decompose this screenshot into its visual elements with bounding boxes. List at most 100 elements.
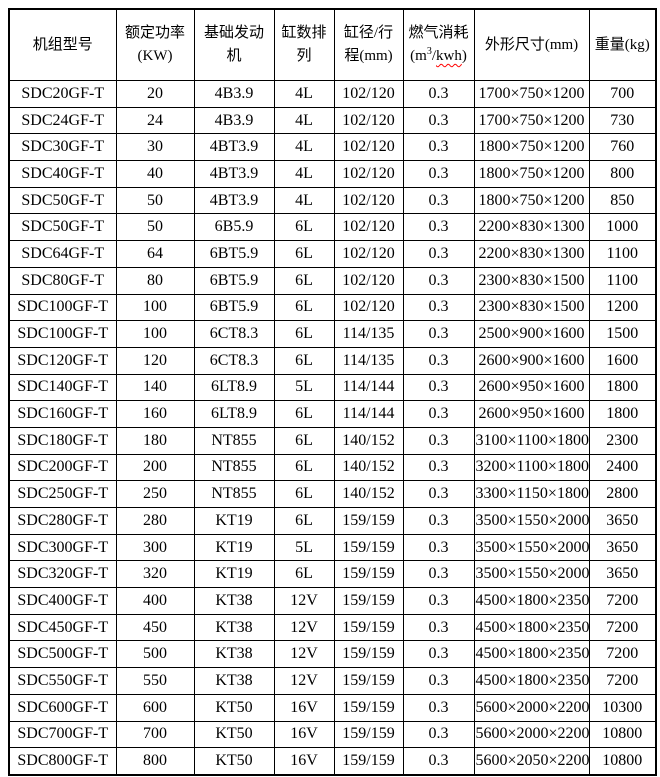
table-cell: 3500×1550×2000 xyxy=(473,507,590,535)
table-cell: 159/159 xyxy=(333,507,404,535)
table-cell: 7200 xyxy=(588,667,657,695)
table-cell: 550 xyxy=(115,667,195,695)
unit-kwh-misspelled: kwh xyxy=(436,48,462,64)
table-cell: 1000 xyxy=(588,213,657,242)
table-cell: 6L xyxy=(273,213,335,242)
header-line: 机组型号 xyxy=(32,36,93,53)
table-body: SDC20GF-T 20 4B3.9 4L 102/120 0.3 1700×750×120… xyxy=(8,80,657,776)
table-cell: 180 xyxy=(115,426,195,455)
col-header-base-engine: 基础发动 机 xyxy=(193,8,275,81)
table-cell: 0.3 xyxy=(402,186,475,215)
header-line: 列 xyxy=(296,48,312,64)
table-cell: 0.3 xyxy=(402,640,475,669)
table-cell: 114/135 xyxy=(333,320,404,348)
table-cell: 20 xyxy=(115,80,195,108)
table-cell: 159/159 xyxy=(333,747,404,776)
table-cell: 0.3 xyxy=(402,293,475,322)
table-cell: 6B5.9 xyxy=(193,213,275,242)
header-line-unit: (m3/kwh) xyxy=(405,45,473,68)
table-cell: 0.3 xyxy=(402,160,475,188)
table-cell: 2800 xyxy=(588,480,657,508)
table-cell: SDC80GF-T xyxy=(8,266,117,295)
table-cell: 4L xyxy=(273,133,335,162)
table-cell: 6L xyxy=(273,453,335,482)
table-cell: 0.3 xyxy=(402,667,475,695)
table-cell: 6CT8.3 xyxy=(193,346,275,375)
table-cell: KT38 xyxy=(193,613,275,642)
table-cell: 7200 xyxy=(588,640,657,669)
table-cell: 280 xyxy=(115,507,195,535)
table-cell: 0.3 xyxy=(402,613,475,642)
table-cell: 0.3 xyxy=(402,106,475,135)
table-cell: SDC250GF-T xyxy=(8,480,117,508)
table-cell: 102/120 xyxy=(333,133,404,162)
table-cell: 450 xyxy=(115,613,195,642)
table-cell: 4L xyxy=(273,80,335,108)
table-cell: KT38 xyxy=(193,667,275,695)
table-cell: 100 xyxy=(115,293,195,322)
table-cell: 2200×830×1300 xyxy=(473,240,590,268)
table-cell: SDC100GF-T xyxy=(8,320,117,348)
table-cell: KT38 xyxy=(193,587,275,615)
table-row: SDC30GF-T 30 4BT3.9 4L 102/120 0.3 1800×750×12… xyxy=(8,133,657,162)
table-row: SDC400GF-T 400 KT38 12V 159/159 0.3 4500×1800×… xyxy=(8,587,657,615)
table-row: SDC700GF-T 700 KT50 16V 159/159 0.3 5600×2000×… xyxy=(8,720,657,749)
col-header-model: 机组型号 xyxy=(8,8,117,81)
table-row: SDC200GF-T 200 NT855 6L 140/152 0.3 3200×1100×… xyxy=(8,453,657,482)
header-line: 额定功率 xyxy=(124,25,185,41)
table-cell: 10300 xyxy=(588,693,657,722)
table-cell: 3200×1100×1800 xyxy=(473,453,590,482)
table-cell: 159/159 xyxy=(333,667,404,695)
table-cell: 6L xyxy=(273,240,335,268)
table-cell: 0.3 xyxy=(402,720,475,749)
table-cell: SDC40GF-T xyxy=(8,160,117,188)
table-cell: 0.3 xyxy=(402,266,475,295)
table-cell: 0.3 xyxy=(402,80,475,108)
table-cell: 159/159 xyxy=(333,613,404,642)
table-cell: 1800×750×1200 xyxy=(473,133,590,162)
table-row: SDC180GF-T 180 NT855 6L 140/152 0.3 3100×1100×… xyxy=(8,426,657,455)
table-cell: 2500×900×1600 xyxy=(473,320,590,348)
table-cell: 12V xyxy=(273,613,335,642)
table-cell: 1800 xyxy=(588,400,657,428)
table-cell: SDC280GF-T xyxy=(8,507,117,535)
table-cell: 10800 xyxy=(588,747,657,776)
table-cell: 50 xyxy=(115,186,195,215)
table-cell: 4BT3.9 xyxy=(193,160,275,188)
table-cell: 4L xyxy=(273,186,335,215)
table-cell: 159/159 xyxy=(333,587,404,615)
table-cell: 3650 xyxy=(588,507,657,535)
table-cell: 0.3 xyxy=(402,320,475,348)
table-cell: KT19 xyxy=(193,533,275,562)
header-line: 机 xyxy=(226,48,242,64)
table-row: SDC40GF-T 40 4BT3.9 4L 102/120 0.3 1800×750×12… xyxy=(8,160,657,188)
table-cell: 320 xyxy=(115,560,195,589)
table-cell: 102/120 xyxy=(333,160,404,188)
table-cell: SDC100GF-T xyxy=(8,293,117,322)
table-cell: KT19 xyxy=(193,560,275,589)
table-cell: SDC20GF-T xyxy=(8,80,117,108)
table-row: SDC100GF-T 100 6CT8.3 6L 114/135 0.3 2500×900×… xyxy=(8,320,657,348)
table-cell: SDC200GF-T xyxy=(8,453,117,482)
table-cell: SDC800GF-T xyxy=(8,747,117,776)
col-header-cylinder-arrangement: 缸数排 列 xyxy=(273,8,335,81)
table-row: SDC800GF-T 800 KT50 16V 159/159 0.3 5600×2050×… xyxy=(8,747,657,776)
table-cell: 1800×750×1200 xyxy=(473,160,590,188)
table-row: SDC24GF-T 24 4B3.9 4L 102/120 0.3 1700×750×120… xyxy=(8,106,657,135)
table-cell: 0.3 xyxy=(402,560,475,589)
header-row: 机组型号 额定功率 (KW) 基础发动 机 缸数排 列 缸径/行 程(mm) xyxy=(8,8,657,81)
table-cell: 160 xyxy=(115,400,195,428)
table-row: SDC320GF-T 320 KT19 6L 159/159 0.3 3500×1550×2… xyxy=(8,560,657,589)
table-cell: 12V xyxy=(273,587,335,615)
table-cell: 0.3 xyxy=(402,507,475,535)
table-cell: 5600×2050×2200 xyxy=(473,747,590,776)
table-cell: 800 xyxy=(588,160,657,188)
table-cell: 4B3.9 xyxy=(193,80,275,108)
header-line: 缸径/行 xyxy=(343,25,394,41)
table-cell: 0.3 xyxy=(402,240,475,268)
table-cell: 760 xyxy=(588,133,657,162)
table-row: SDC160GF-T 160 6LT8.9 6L 114/144 0.3 2600×950×… xyxy=(8,400,657,428)
table-cell: 1100 xyxy=(588,240,657,268)
table-cell: 159/159 xyxy=(333,720,404,749)
table-cell: 1500 xyxy=(588,320,657,348)
